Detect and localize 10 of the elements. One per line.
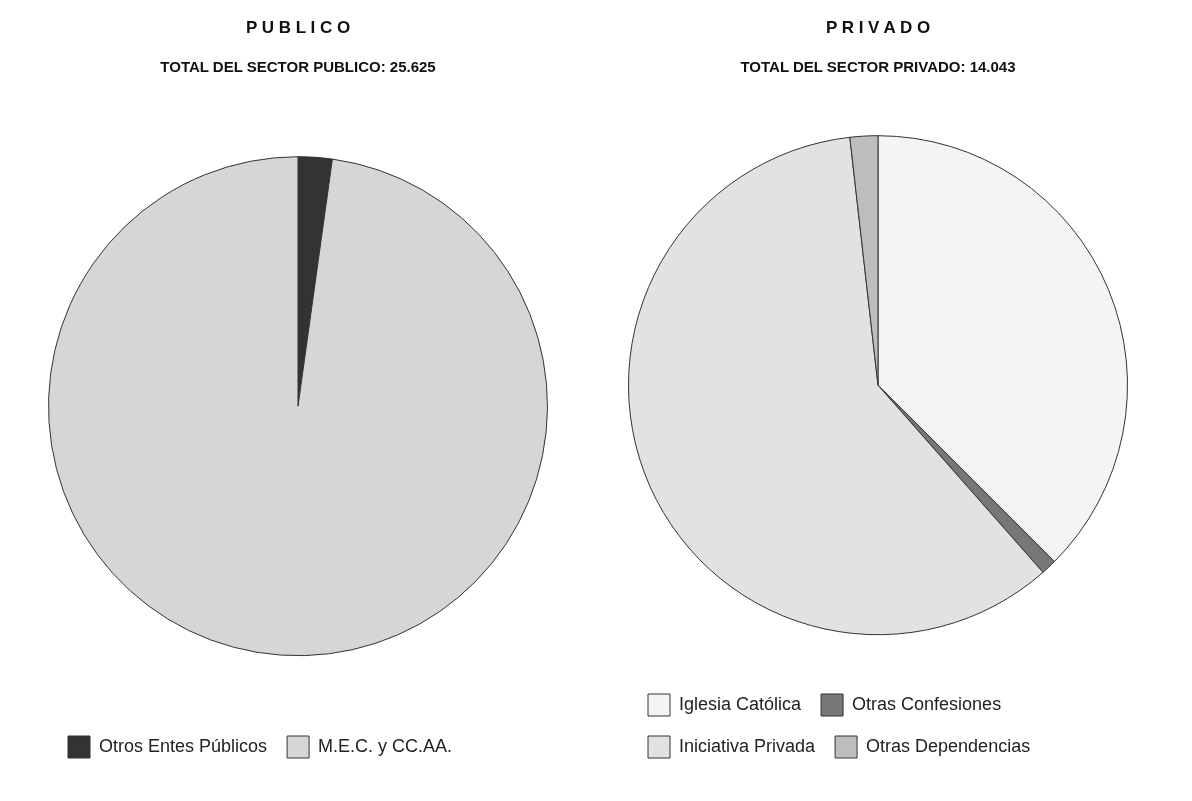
legend-label: Otros Entes Públicos [99,735,268,756]
legend-label: Otras Confesiones [852,693,1002,714]
chart-title: P U B L I C O [245,17,351,37]
legend-label: Iglesia Católica [679,693,803,714]
chart-title: P R I V A D O [825,17,931,37]
legend-label: M.E.C. y CC.AA. [318,735,453,756]
chart-subtitle: TOTAL DEL SECTOR PRIVADO: 14.043 [740,57,1016,75]
chart-subtitle: TOTAL DEL SECTOR PUBLICO: 25.625 [160,57,436,75]
legend-label: Otras Dependencias [866,735,1031,756]
legend-label: Iniciativa Privada [679,735,817,756]
